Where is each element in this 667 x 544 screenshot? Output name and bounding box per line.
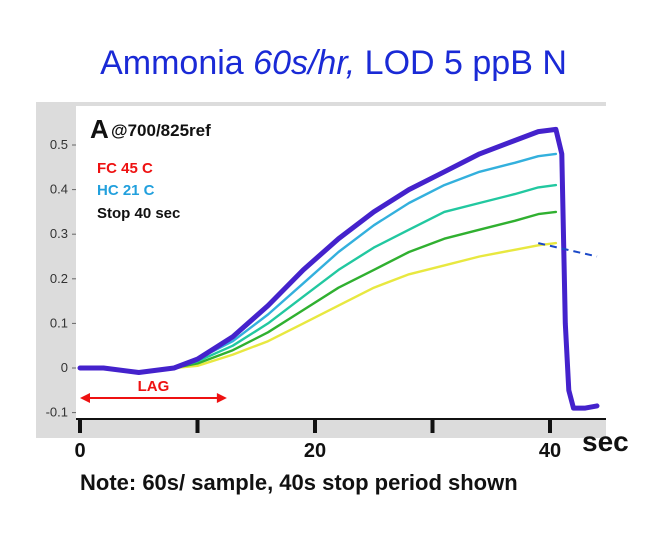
hc-label: HC 21 C (97, 182, 155, 199)
stop-label: Stop 40 sec (97, 205, 180, 222)
x-tick-label: 40 (539, 440, 561, 462)
lag-label: LAG (138, 378, 170, 395)
lag-arrow-left-head (80, 393, 90, 403)
y-tick-label: 0.5 (50, 137, 68, 152)
y-axis: -0.1 0 0.1 0.2 0.3 0.4 0.5 (46, 137, 76, 420)
panel-sub: @700/825ref (111, 121, 211, 140)
x-tick-label: 20 (304, 440, 326, 462)
y-tick-label: 0.1 (50, 315, 68, 330)
y-tick-label: 0.2 (50, 271, 68, 286)
series-group (77, 126, 600, 411)
lag-arrow-right-head (216, 393, 227, 403)
y-tick-label: 0.3 (50, 226, 68, 241)
title-italic: 60s/hr, (253, 44, 356, 82)
chart-title: Ammonia 60s/hr, LOD 5 ppB N (0, 44, 667, 83)
y-tick-label: 0.4 (50, 182, 68, 197)
x-axis-label: sec (582, 426, 629, 457)
panel-letter: A (90, 114, 109, 144)
extrapolation-line (538, 242, 598, 258)
y-tick-label: 0 (61, 360, 68, 375)
series-line-1 (77, 126, 600, 411)
fc-label: FC 45 C (97, 160, 153, 177)
x-axis: 0 20 40 (74, 418, 606, 462)
title-suffix: LOD 5 ppB N (355, 44, 567, 82)
lag-marker: LAG (80, 378, 227, 403)
plot-area (76, 106, 606, 418)
note: Note: 60s/ sample, 40s stop period shown (80, 470, 518, 495)
y-tick-label: -0.1 (46, 405, 68, 420)
title-prefix: Ammonia (100, 44, 254, 82)
x-tick-label: 0 (74, 440, 85, 462)
